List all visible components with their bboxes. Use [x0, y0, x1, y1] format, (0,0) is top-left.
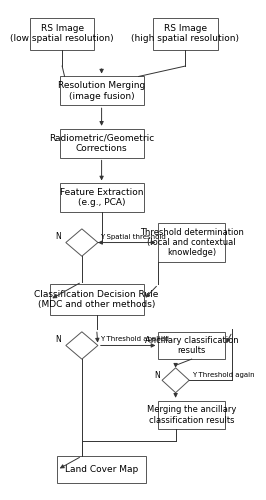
FancyBboxPatch shape — [60, 76, 144, 106]
Text: RS Image
(low spatial resolution): RS Image (low spatial resolution) — [10, 24, 114, 44]
Text: N: N — [154, 371, 160, 380]
FancyBboxPatch shape — [158, 400, 225, 430]
FancyBboxPatch shape — [158, 332, 225, 359]
Polygon shape — [162, 368, 189, 392]
FancyBboxPatch shape — [30, 18, 94, 50]
Text: N: N — [55, 335, 61, 344]
Text: RS Image
(high spatial resolution): RS Image (high spatial resolution) — [131, 24, 239, 44]
FancyBboxPatch shape — [60, 128, 144, 158]
FancyBboxPatch shape — [153, 18, 218, 50]
Text: Resolution Merging
(image fusion): Resolution Merging (image fusion) — [58, 81, 145, 100]
Polygon shape — [66, 229, 98, 256]
Text: Radiometric/Geometric
Corrections: Radiometric/Geometric Corrections — [49, 134, 154, 153]
Text: Y Spatial threshold: Y Spatial threshold — [100, 234, 166, 239]
Text: Ancillary classification
results: Ancillary classification results — [145, 336, 238, 355]
Text: Classification Decision Rule
(MDC and other methods): Classification Decision Rule (MDC and ot… — [35, 290, 159, 310]
FancyBboxPatch shape — [158, 223, 225, 262]
FancyBboxPatch shape — [50, 284, 144, 315]
FancyBboxPatch shape — [57, 456, 146, 483]
Text: N: N — [55, 232, 61, 241]
Text: Feature Extraction
(e.g., PCA): Feature Extraction (e.g., PCA) — [60, 188, 143, 208]
Text: Y Threshold again: Y Threshold again — [192, 372, 254, 378]
Text: Land Cover Map: Land Cover Map — [65, 466, 138, 474]
Polygon shape — [66, 332, 98, 359]
Text: Y Threshold applied: Y Threshold applied — [100, 336, 169, 342]
FancyBboxPatch shape — [60, 184, 144, 212]
Text: Merging the ancillary
classification results: Merging the ancillary classification res… — [147, 406, 236, 425]
Text: Threshold determination
(local and contextual
knowledge): Threshold determination (local and conte… — [140, 228, 244, 258]
